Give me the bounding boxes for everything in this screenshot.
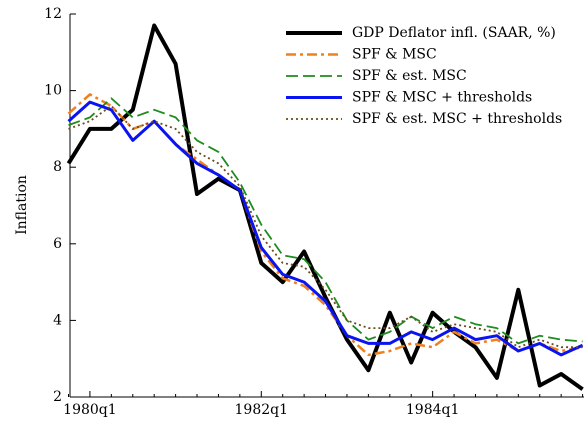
legend-label: SPF & est. MSC + thresholds [352, 111, 562, 127]
series-line [67, 100, 584, 357]
legend-label: SPF & MSC + thresholds [352, 90, 532, 106]
y-tick-label: 4 [53, 312, 62, 328]
series-line [68, 97, 583, 345]
y-tick-label: 12 [44, 6, 62, 22]
y-axis-label: Inflation [14, 175, 30, 235]
series-line [66, 23, 584, 391]
series-line [68, 105, 583, 349]
x-tick-label: 1982q1 [235, 402, 289, 418]
y-tick-label: 2 [53, 389, 62, 405]
y-tick-label: 8 [53, 159, 62, 175]
x-tick-label: 1984q1 [406, 402, 460, 418]
legend-label: SPF & est. MSC [352, 68, 467, 84]
y-tick-label: 10 [44, 83, 62, 99]
legend-label: GDP Deflator infl. (SAAR, %) [352, 25, 556, 41]
legend-label: SPF & MSC [352, 47, 437, 63]
series-line [67, 93, 583, 357]
y-tick-label: 6 [53, 236, 62, 252]
x-tick-label: 1980q1 [63, 402, 117, 418]
